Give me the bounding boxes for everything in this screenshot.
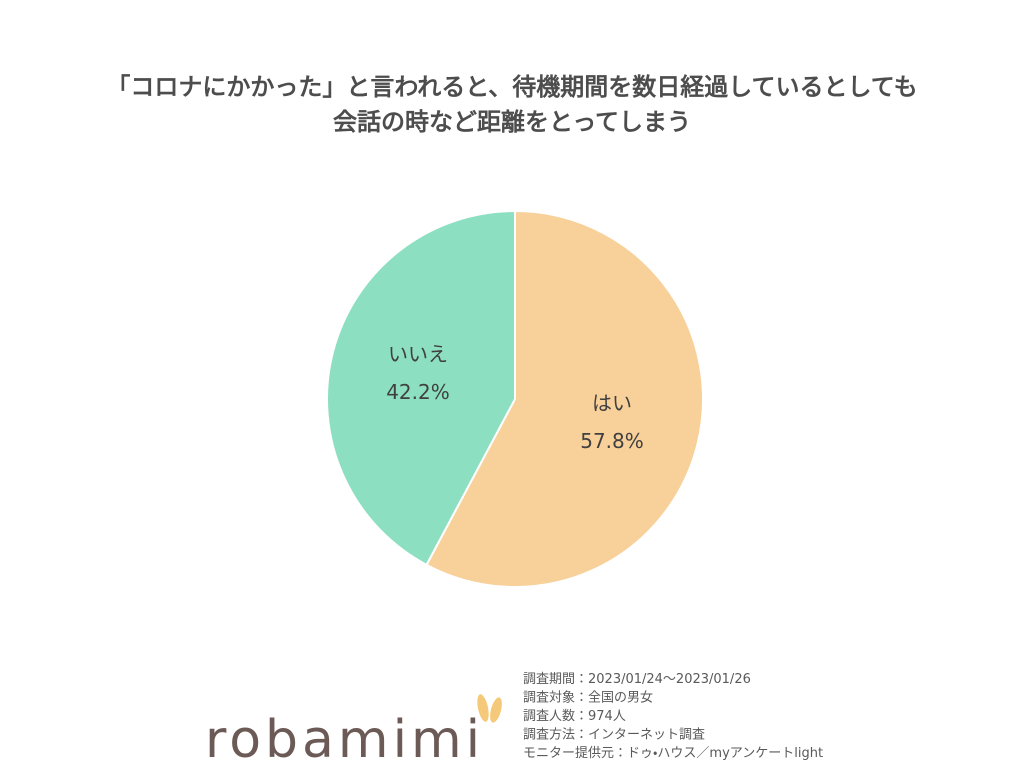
value-label: 57.8% — [580, 429, 644, 453]
logo-ear — [477, 694, 489, 722]
note: 調査人数：974人 — [523, 709, 626, 724]
notes: 調査期間：2023/01/24〜2023/01/26 調査対象：全国の男女調査人数… — [523, 672, 823, 761]
note: モニター提供元：ドゥ・ハウス／myアンケートlight — [523, 745, 823, 761]
pie-slice — [425, 209, 704, 588]
pie-slice — [326, 209, 516, 567]
chart-title: 会話の時など距離をとってしまう — [333, 108, 691, 136]
slice-label: はい — [592, 391, 632, 415]
logo-ear — [490, 697, 502, 723]
note: 調査方法：インターネット調査 — [523, 727, 705, 743]
value-label: 42.2% — [386, 380, 450, 404]
note: 調査対象：全国の男女 — [523, 691, 653, 706]
chart-title: 「コロナにかかった」と言われると、待機期間を数日経過しているとしても — [106, 73, 917, 101]
logo: robamimi — [205, 710, 484, 770]
slice-label: いいえ — [388, 342, 448, 366]
note: 調査期間：2023/01/24〜2023/01/26 — [523, 672, 751, 687]
pie: はい 57.8% いいえ 42.2% — [326, 209, 704, 588]
